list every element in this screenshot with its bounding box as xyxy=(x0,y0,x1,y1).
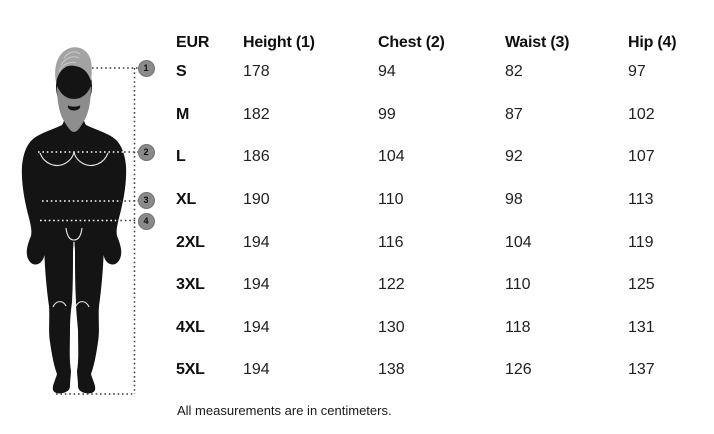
male-silhouette xyxy=(21,47,127,394)
hip-value: 131 xyxy=(628,318,655,336)
hip-marker-badge: 4 xyxy=(137,212,155,230)
table-row-5xl: 5XL 194 138 126 137 xyxy=(176,349,698,392)
height-value: 194 xyxy=(243,318,270,336)
height-value: 190 xyxy=(243,191,270,209)
column-header-height: Height (1) xyxy=(243,34,315,51)
hip-value: 119 xyxy=(628,233,654,251)
table-row-xl: XL 190 110 98 113 xyxy=(176,179,698,222)
waist-value: 104 xyxy=(505,233,532,251)
column-header-waist: Waist (3) xyxy=(505,34,570,51)
hip-value: 113 xyxy=(628,191,654,209)
hip-value: 137 xyxy=(628,361,655,379)
waist-value: 98 xyxy=(505,191,523,209)
size-label: S xyxy=(176,63,187,81)
height-value: 194 xyxy=(243,276,270,294)
hair xyxy=(55,47,92,82)
size-label: M xyxy=(176,105,190,123)
waist-value: 110 xyxy=(505,276,531,294)
height-value: 194 xyxy=(243,361,270,379)
height-value: 194 xyxy=(243,233,270,251)
chest-value: 116 xyxy=(378,233,404,251)
chest-marker-badge: 2 xyxy=(137,143,155,161)
waist-value: 82 xyxy=(505,63,523,81)
table-row-4xl: 4XL 194 130 118 131 xyxy=(176,307,698,350)
table-row-l: L 186 104 92 107 xyxy=(176,136,698,179)
hip-value: 107 xyxy=(628,148,655,166)
waist-marker-badge: 3 xyxy=(137,191,155,209)
table-row-2xl: 2XL 194 116 104 119 xyxy=(176,221,698,264)
chest-value: 94 xyxy=(378,63,396,81)
table-row-m: M 182 99 87 102 xyxy=(176,94,698,137)
size-label: 2XL xyxy=(176,233,205,251)
chest-value: 110 xyxy=(378,191,404,209)
table-row-s: S 178 94 82 97 xyxy=(176,51,698,94)
chest-value: 104 xyxy=(378,148,405,166)
column-header-chest: Chest (2) xyxy=(378,34,445,51)
height-value: 182 xyxy=(243,105,270,123)
size-table-header: EUR Height (1) Chest (2) Waist (3) Hip (… xyxy=(176,34,698,52)
chest-value: 122 xyxy=(378,276,405,294)
measurement-lines xyxy=(38,67,138,395)
column-header-eur: EUR xyxy=(176,34,210,51)
mustache xyxy=(66,100,82,107)
chest-value: 138 xyxy=(378,361,405,379)
hip-value: 125 xyxy=(628,276,655,294)
height-marker-badge: 1 xyxy=(137,59,155,77)
waist-value: 92 xyxy=(505,148,523,166)
hip-value: 97 xyxy=(628,63,646,81)
chest-value: 130 xyxy=(378,318,405,336)
size-label: 3XL xyxy=(176,276,205,294)
size-label: XL xyxy=(176,191,197,209)
height-value: 186 xyxy=(243,148,270,166)
waist-value: 118 xyxy=(505,318,531,336)
column-header-hip: Hip (4) xyxy=(628,34,677,51)
waist-value: 87 xyxy=(505,105,523,123)
beard xyxy=(57,86,91,132)
size-label: L xyxy=(176,148,186,166)
hip-value: 102 xyxy=(628,105,655,123)
size-label: 4XL xyxy=(176,318,205,336)
height-value: 178 xyxy=(243,63,270,81)
units-footnote: All measurements are in centimeters. xyxy=(177,403,392,418)
anatomy-lines xyxy=(39,151,109,389)
size-label: 5XL xyxy=(176,361,205,379)
table-row-3xl: 3XL 194 122 110 125 xyxy=(176,264,698,307)
size-table: S 178 94 82 97 M 182 99 87 102 L 186 104… xyxy=(176,51,698,392)
waist-value: 126 xyxy=(505,361,532,379)
chest-value: 99 xyxy=(378,105,396,123)
male-silhouette-figure xyxy=(21,47,138,395)
